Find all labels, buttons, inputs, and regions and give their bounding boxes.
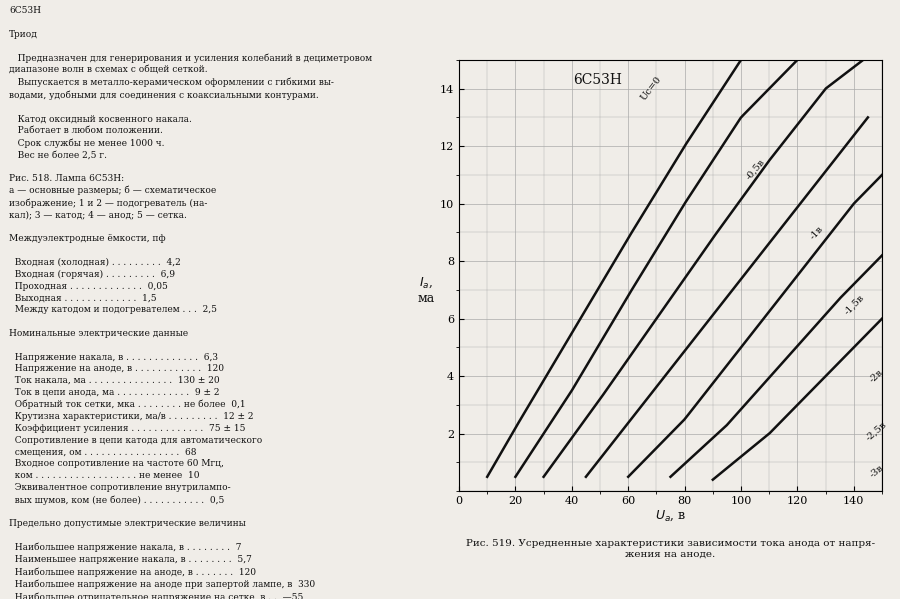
Text: -1,5в: -1,5в	[842, 292, 866, 316]
Text: -3в: -3в	[868, 463, 885, 479]
Text: -0,5в: -0,5в	[744, 157, 766, 181]
Text: -2,5в: -2,5в	[864, 419, 888, 442]
Text: Рис. 519. Усредненные характеристики зависимости тока анода от напря-
жения на а: Рис. 519. Усредненные характеристики зав…	[466, 539, 875, 558]
X-axis label: $U_a$, в: $U_a$, в	[655, 509, 686, 524]
Text: -1в: -1в	[809, 224, 825, 241]
Text: -2в: -2в	[868, 368, 885, 385]
Text: Uс=0: Uс=0	[639, 75, 663, 102]
Text: 6С53Н: 6С53Н	[573, 73, 622, 87]
Y-axis label: $I_a$,
ма: $I_a$, ма	[418, 276, 435, 305]
Text: 6С53Н

Триод

   Предназначен для генерирования и усиления колебаний в дециметро: 6С53Н Триод Предназначен для генерирован…	[9, 6, 372, 599]
